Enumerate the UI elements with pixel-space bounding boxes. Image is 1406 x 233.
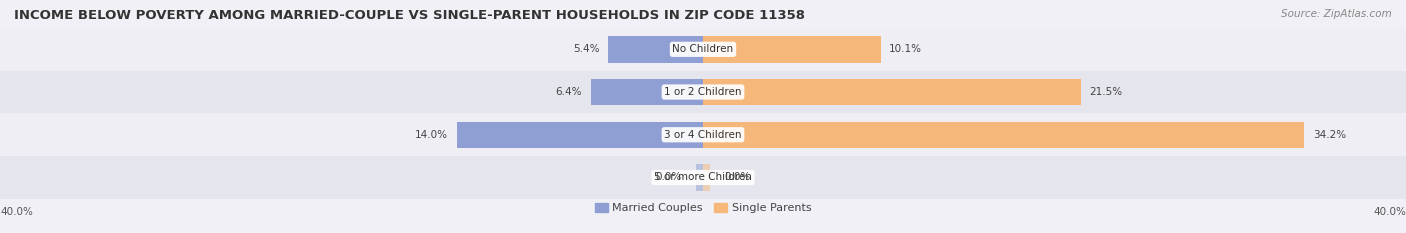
Text: 10.1%: 10.1% [889,44,922,54]
Bar [703,122,1305,148]
Legend: Married Couples, Single Parents: Married Couples, Single Parents [595,203,811,213]
Text: INCOME BELOW POVERTY AMONG MARRIED-COUPLE VS SINGLE-PARENT HOUSEHOLDS IN ZIP COD: INCOME BELOW POVERTY AMONG MARRIED-COUPL… [14,9,806,22]
Text: 34.2%: 34.2% [1313,130,1346,140]
Text: 21.5%: 21.5% [1090,87,1123,97]
Bar [0,28,1406,71]
Text: 0.0%: 0.0% [655,172,682,182]
Bar [703,36,880,63]
Bar [609,36,703,63]
Bar [703,164,710,191]
Text: 6.4%: 6.4% [555,87,582,97]
Bar [703,79,1081,105]
Bar [591,79,703,105]
Bar [0,71,1406,113]
Text: 0.0%: 0.0% [724,172,751,182]
Text: 1 or 2 Children: 1 or 2 Children [664,87,742,97]
Text: 5 or more Children: 5 or more Children [654,172,752,182]
Text: Source: ZipAtlas.com: Source: ZipAtlas.com [1281,9,1392,19]
Text: 3 or 4 Children: 3 or 4 Children [664,130,742,140]
Bar [457,122,703,148]
Text: 40.0%: 40.0% [0,207,32,217]
Text: 40.0%: 40.0% [1374,207,1406,217]
Bar [0,156,1406,199]
Text: 14.0%: 14.0% [415,130,449,140]
Bar [0,113,1406,156]
Bar [696,164,703,191]
Text: 5.4%: 5.4% [572,44,599,54]
Text: No Children: No Children [672,44,734,54]
